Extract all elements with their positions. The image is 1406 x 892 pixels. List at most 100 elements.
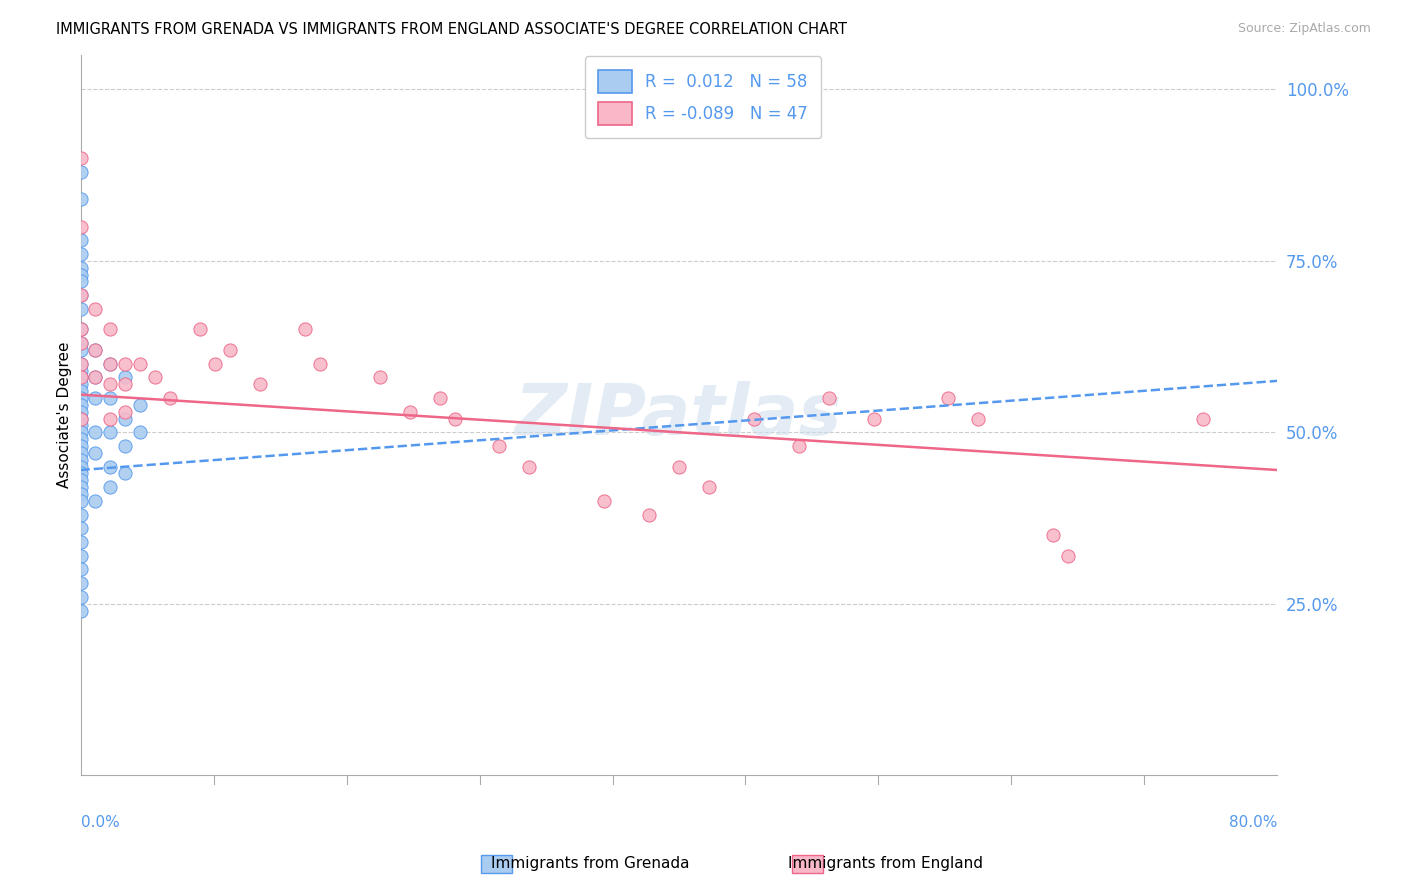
Point (129, 357, 152, 371)
Text: 0.0%: 0.0% (80, 814, 120, 830)
Point (69, 363, 91, 377)
Point (100, 377, 122, 392)
Point (69, 439, 91, 453)
Text: IMMIGRANTS FROM GRENADA VS IMMIGRANTS FROM ENGLAND ASSOCIATE'S DEGREE CORRELATIO: IMMIGRANTS FROM GRENADA VS IMMIGRANTS FR… (56, 22, 848, 37)
Point (69, 219, 91, 234)
Point (69, 268, 91, 282)
Point (69, 233, 91, 247)
Point (100, 357, 122, 371)
Point (69, 549, 91, 563)
Point (519, 459, 541, 474)
Point (817, 391, 839, 405)
Point (219, 343, 242, 357)
Point (697, 480, 720, 494)
Point (967, 411, 990, 425)
Point (69, 487, 91, 501)
Text: Source: ZipAtlas.com: Source: ZipAtlas.com (1237, 22, 1371, 36)
Point (143, 370, 166, 384)
Point (84, 370, 107, 384)
Point (84, 370, 107, 384)
Point (69, 459, 91, 474)
Bar (792, 855, 823, 873)
Point (69, 322, 91, 336)
Text: Immigrants from Grenada: Immigrants from Grenada (491, 856, 690, 871)
Text: Immigrants from England: Immigrants from England (789, 856, 983, 871)
Point (593, 494, 616, 508)
Point (69, 288, 91, 302)
Point (69, 473, 91, 487)
Point (69, 370, 91, 384)
Point (309, 357, 332, 371)
Point (249, 377, 271, 392)
Point (84, 301, 107, 316)
Point (936, 391, 959, 405)
Legend: R =  0.012   N = 58, R = -0.089   N = 47: R = 0.012 N = 58, R = -0.089 N = 47 (585, 56, 821, 138)
Point (129, 398, 152, 412)
Point (69, 432, 91, 446)
Point (1042, 528, 1064, 542)
Text: ZIPatlas: ZIPatlas (516, 381, 842, 450)
Point (84, 391, 107, 405)
Point (69, 604, 91, 618)
Point (69, 562, 91, 576)
Point (69, 467, 91, 481)
Point (69, 165, 91, 179)
Point (787, 439, 810, 453)
Point (69, 480, 91, 494)
Point (84, 343, 107, 357)
Point (69, 151, 91, 165)
Point (69, 535, 91, 549)
Point (488, 439, 510, 453)
Point (742, 411, 765, 425)
Point (114, 405, 136, 419)
Point (862, 411, 884, 425)
Point (1057, 549, 1080, 563)
Point (69, 192, 91, 206)
Point (114, 357, 136, 371)
Point (129, 425, 152, 440)
Point (69, 357, 91, 371)
Point (114, 411, 136, 425)
Point (69, 411, 91, 425)
Point (100, 322, 122, 336)
Point (294, 322, 316, 336)
Point (69, 446, 91, 460)
Point (69, 370, 91, 384)
Point (100, 411, 122, 425)
Point (69, 590, 91, 604)
Point (368, 370, 391, 384)
Point (84, 494, 107, 508)
Point (69, 357, 91, 371)
Point (100, 391, 122, 405)
Point (100, 357, 122, 371)
Point (69, 405, 91, 419)
Point (114, 439, 136, 453)
Point (69, 391, 91, 405)
Point (638, 508, 661, 522)
Point (69, 336, 91, 351)
Point (100, 459, 122, 474)
Point (668, 459, 690, 474)
Point (69, 301, 91, 316)
Point (398, 405, 420, 419)
Point (100, 480, 122, 494)
Point (100, 425, 122, 440)
Point (69, 247, 91, 261)
Point (1191, 411, 1213, 425)
Point (69, 494, 91, 508)
Point (69, 288, 91, 302)
Point (429, 391, 451, 405)
Point (159, 391, 181, 405)
Point (69, 398, 91, 412)
Point (69, 377, 91, 392)
Point (69, 322, 91, 336)
Y-axis label: Associate's Degree: Associate's Degree (58, 342, 72, 489)
Point (69, 521, 91, 535)
Point (69, 425, 91, 440)
Point (69, 336, 91, 351)
Point (84, 446, 107, 460)
Point (204, 357, 226, 371)
Bar (481, 855, 512, 873)
Point (69, 508, 91, 522)
Point (69, 411, 91, 425)
